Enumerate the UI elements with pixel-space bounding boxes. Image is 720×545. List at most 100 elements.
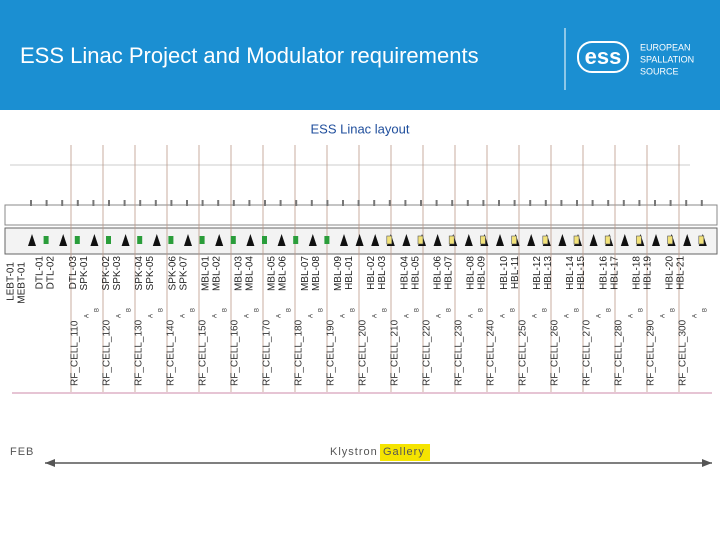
tunnel-marker — [435, 200, 438, 206]
tunnel-marker — [498, 200, 500, 206]
section-label: HBL-04 — [399, 256, 410, 290]
magnet-marker — [604, 235, 611, 245]
section-label: MBL-06 — [278, 256, 289, 291]
section-label: DTL-01 — [35, 256, 46, 290]
tunnel-marker — [170, 200, 173, 206]
tunnel-marker — [544, 200, 547, 206]
cell-label: RF_CELL_190 — [326, 319, 337, 386]
cell-label: RF_CELL_250 — [518, 319, 529, 386]
cell-label: RF_CELL_280 — [614, 319, 625, 386]
tunnel-marker — [685, 200, 688, 206]
tunnel-marker — [591, 200, 594, 206]
cavity-marker — [121, 234, 130, 246]
section-label: HBL-08 — [466, 256, 477, 290]
cavity-marker — [527, 234, 536, 246]
cell-label: RF_CELL_300 — [678, 319, 689, 386]
magnet-marker — [573, 235, 580, 245]
cell-side: B — [287, 308, 293, 312]
section-label: HBL-16 — [598, 256, 609, 290]
tunnel-marker — [529, 200, 532, 206]
tunnel-marker — [622, 200, 625, 206]
tunnel-marker — [482, 200, 485, 206]
cavity-marker — [90, 234, 99, 246]
cavity-marker — [59, 234, 68, 246]
section-label: HBL-02 — [366, 256, 377, 290]
cell-side: A — [373, 314, 379, 318]
section-label: HBL-18 — [631, 256, 642, 290]
section-label: HBL-15 — [576, 256, 587, 290]
tunnel-marker — [61, 200, 64, 206]
cavity-marker — [652, 234, 660, 246]
section-label: MBL-02 — [211, 256, 222, 291]
tunnel-marker — [404, 200, 407, 206]
section-label: HBL-06 — [433, 256, 444, 290]
cavity-marker — [496, 234, 504, 246]
cell-side: B — [223, 308, 229, 312]
magnet-marker — [74, 236, 80, 244]
magnet-marker — [542, 235, 549, 245]
cell-label: RF_CELL_230 — [454, 319, 465, 386]
cell-side: A — [309, 314, 315, 318]
tunnel-marker — [92, 200, 95, 206]
section-label: MBL-03 — [234, 256, 245, 291]
section-label: HBL-11 — [510, 256, 521, 290]
tunnel-marker — [560, 200, 563, 206]
magnet-marker — [293, 236, 299, 244]
cell-label: RF_CELL_180 — [294, 319, 305, 386]
section-label: DTL-03 — [68, 256, 79, 290]
tunnel-marker — [139, 200, 142, 206]
tunnel-marker — [30, 200, 32, 206]
cell-label: RF_CELL_220 — [422, 319, 433, 386]
cell-side: A — [341, 314, 347, 318]
tunnel-marker — [45, 200, 48, 206]
section-label: SPK-05 — [145, 256, 156, 291]
section-label: HBL-14 — [565, 256, 576, 290]
tunnel-marker — [466, 200, 469, 206]
section-label: MBL-07 — [300, 256, 311, 291]
cell-label: RF_CELL_260 — [550, 319, 561, 386]
cavity-marker — [355, 234, 364, 246]
section-label: HBL-12 — [532, 256, 543, 290]
magnet-marker — [106, 236, 111, 244]
cell-side: A — [213, 314, 219, 318]
section-label: SPK-03 — [112, 256, 123, 291]
tunnel-marker — [420, 200, 422, 206]
cell-side: A — [85, 314, 91, 318]
section-label: HBL-07 — [444, 256, 455, 290]
cell-label: RF_CELL_160 — [230, 319, 241, 386]
magnet-marker — [480, 235, 486, 245]
cavity-marker — [620, 234, 629, 246]
cavity-marker — [308, 234, 317, 246]
tunnel-marker — [451, 200, 454, 206]
cell-side: A — [469, 314, 475, 318]
magnet-marker — [137, 236, 143, 244]
cavity-marker — [558, 234, 567, 246]
cell-side: A — [245, 314, 251, 318]
magnet-marker — [324, 236, 330, 244]
tunnel-marker — [607, 200, 610, 206]
tunnel-marker — [123, 200, 126, 206]
section-label: HBL-19 — [642, 256, 653, 290]
header-band — [0, 0, 720, 110]
tunnel-marker — [669, 200, 672, 206]
cavity-marker — [152, 234, 161, 246]
tunnel-marker — [248, 200, 251, 206]
slide-title: ESS Linac Project and Modulator requirem… — [20, 43, 479, 68]
cell-label: RF_CELL_200 — [358, 319, 369, 386]
tunnel-marker — [108, 200, 110, 206]
logo-text: SOURCE — [640, 66, 679, 76]
cell-label: RF_CELL_270 — [582, 319, 593, 386]
tunnel-marker — [373, 200, 376, 206]
tunnel-marker — [310, 200, 313, 206]
cell-side: B — [479, 308, 485, 312]
section-label: HBL-03 — [377, 256, 388, 290]
section-label: MBL-05 — [267, 256, 278, 291]
cell-side: B — [191, 308, 197, 312]
cell-side: A — [565, 314, 571, 318]
cell-side: B — [575, 308, 581, 312]
tunnel-marker — [513, 200, 516, 206]
cell-side: A — [693, 314, 699, 318]
section-label: HBL-01 — [344, 256, 355, 290]
magnet-marker — [417, 235, 424, 245]
